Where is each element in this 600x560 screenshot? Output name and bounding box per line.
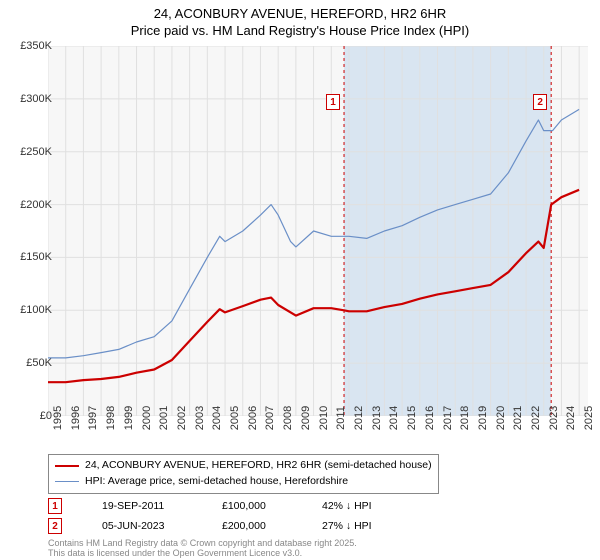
ytick-label: £300K [20, 93, 52, 105]
xtick-label: 2021 [512, 406, 524, 430]
xtick-label: 2004 [211, 406, 223, 430]
legend-item-property: 24, ACONBURY AVENUE, HEREFORD, HR2 6HR (… [55, 458, 432, 474]
xtick-label: 2022 [530, 406, 542, 430]
xtick-label: 1996 [70, 406, 82, 430]
ytick-label: £200K [20, 199, 52, 211]
marker-table: 1 19-SEP-2011 £100,000 42% ↓ HPI 2 05-JU… [48, 496, 422, 536]
xtick-label: 2005 [229, 406, 241, 430]
title-address: 24, ACONBURY AVENUE, HEREFORD, HR2 6HR [0, 6, 600, 23]
xtick-label: 2025 [583, 406, 595, 430]
chart-area: 12 [48, 46, 588, 416]
attribution-line1: Contains HM Land Registry data © Crown c… [48, 538, 357, 548]
xtick-label: 2024 [565, 406, 577, 430]
xtick-label: 2010 [318, 406, 330, 430]
xtick-label: 2017 [442, 406, 454, 430]
ytick-label: £150K [20, 251, 52, 263]
marker-box-2: 2 [48, 518, 62, 534]
legend-label-property: 24, ACONBURY AVENUE, HEREFORD, HR2 6HR (… [85, 458, 432, 474]
chart-container: 24, ACONBURY AVENUE, HEREFORD, HR2 6HR P… [0, 0, 600, 560]
xtick-label: 2015 [406, 406, 418, 430]
legend-swatch-hpi [55, 481, 79, 483]
xtick-label: 2023 [548, 406, 560, 430]
legend-label-hpi: HPI: Average price, semi-detached house,… [85, 474, 348, 490]
xtick-label: 2011 [335, 406, 347, 430]
marker-pct-1: 42% ↓ HPI [322, 500, 422, 512]
xtick-label: 2014 [388, 406, 400, 430]
title-block: 24, ACONBURY AVENUE, HEREFORD, HR2 6HR P… [0, 0, 600, 40]
legend: 24, ACONBURY AVENUE, HEREFORD, HR2 6HR (… [48, 454, 439, 494]
marker-price-2: £200,000 [222, 520, 322, 532]
xtick-label: 1998 [105, 406, 117, 430]
chart-marker-1: 1 [326, 94, 340, 110]
xtick-label: 2002 [176, 406, 188, 430]
xtick-label: 2020 [495, 406, 507, 430]
xtick-label: 2000 [141, 406, 153, 430]
marker-date-2: 05-JUN-2023 [102, 520, 222, 532]
marker-row-2: 2 05-JUN-2023 £200,000 27% ↓ HPI [48, 516, 422, 536]
xtick-label: 1997 [87, 406, 99, 430]
marker-row-1: 1 19-SEP-2011 £100,000 42% ↓ HPI [48, 496, 422, 516]
xtick-label: 2008 [282, 406, 294, 430]
xtick-label: 2019 [477, 406, 489, 430]
xtick-label: 1995 [52, 406, 64, 430]
xtick-label: 2018 [459, 406, 471, 430]
legend-swatch-property [55, 465, 79, 468]
ytick-label: £250K [20, 146, 52, 158]
ytick-label: £0 [40, 410, 52, 422]
xtick-label: 2012 [353, 406, 365, 430]
marker-pct-2: 27% ↓ HPI [322, 520, 422, 532]
ytick-label: £350K [20, 40, 52, 52]
marker-box-1: 1 [48, 498, 62, 514]
xtick-label: 2001 [158, 406, 170, 430]
xtick-label: 2009 [300, 406, 312, 430]
plot-background: 12 [48, 46, 588, 416]
marker-price-1: £100,000 [222, 500, 322, 512]
xtick-label: 2007 [264, 406, 276, 430]
ytick-label: £100K [20, 304, 52, 316]
xtick-label: 2016 [424, 406, 436, 430]
attribution: Contains HM Land Registry data © Crown c… [48, 538, 357, 559]
xtick-label: 2003 [194, 406, 206, 430]
xtick-label: 2013 [371, 406, 383, 430]
xtick-label: 2006 [247, 406, 259, 430]
ytick-label: £50K [26, 357, 52, 369]
legend-item-hpi: HPI: Average price, semi-detached house,… [55, 474, 432, 490]
attribution-line2: This data is licensed under the Open Gov… [48, 548, 357, 558]
chart-svg [48, 46, 588, 416]
title-subtitle: Price paid vs. HM Land Registry's House … [0, 23, 600, 40]
xtick-label: 1999 [123, 406, 135, 430]
marker-date-1: 19-SEP-2011 [102, 500, 222, 512]
chart-marker-2: 2 [533, 94, 547, 110]
